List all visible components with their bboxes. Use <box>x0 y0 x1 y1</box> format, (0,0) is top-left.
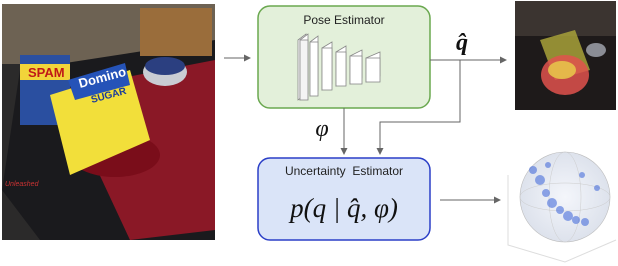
photo-label: Unleashed <box>5 181 40 188</box>
uncertainty-sphere <box>508 152 616 262</box>
page: SPAM Domino SUGAR Unleashed Pose Estimat… <box>0 0 618 266</box>
pose-estimator-title: Pose Estimator <box>303 13 384 27</box>
pose-output: q̂ <box>456 30 468 56</box>
uncertainty-estimator-title: Uncertainty Estimator <box>285 164 403 178</box>
input-photo: SPAM Domino SUGAR Unleashed <box>2 4 215 240</box>
feature-label: φ <box>315 116 328 142</box>
output-photo <box>515 1 616 110</box>
formula: p(q | q̂, φ) <box>288 193 398 223</box>
photo-label: SPAM <box>28 65 65 80</box>
diagram: SPAM Domino SUGAR Unleashed Pose Estimat… <box>0 0 618 266</box>
